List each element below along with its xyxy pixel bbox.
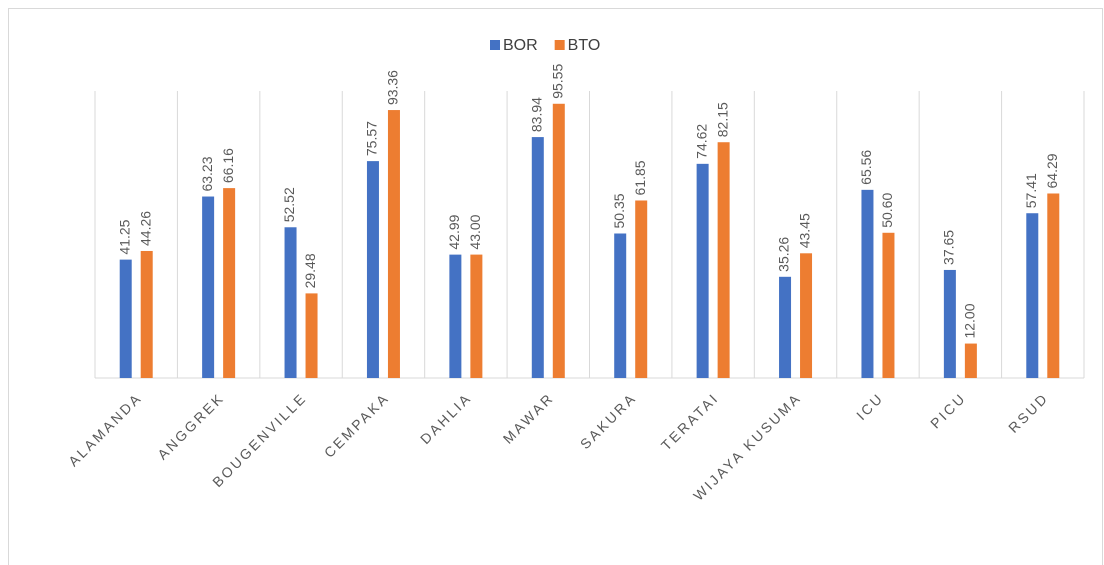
- legend-label: BTO: [568, 37, 601, 54]
- legend-label: BOR: [503, 37, 538, 54]
- bar: [119, 259, 132, 378]
- bar: [717, 142, 730, 378]
- data-label: 43.45: [797, 213, 813, 248]
- data-label: 12.00: [962, 303, 978, 338]
- data-label: 52.52: [281, 187, 297, 222]
- bar: [964, 343, 977, 378]
- bar: [552, 103, 565, 379]
- bar: [387, 110, 400, 379]
- bar: [284, 227, 297, 378]
- bar: [140, 250, 153, 378]
- data-label: 29.48: [302, 253, 318, 288]
- data-label: 63.23: [199, 156, 215, 191]
- data-label: 82.15: [714, 102, 730, 137]
- data-label: 75.57: [364, 121, 380, 156]
- bar: [861, 189, 874, 378]
- legend-swatch: [554, 40, 565, 50]
- bar: [449, 254, 462, 378]
- data-label: 42.99: [446, 214, 462, 249]
- bar: [366, 161, 379, 378]
- data-label: 37.65: [941, 230, 957, 265]
- bar: [635, 200, 648, 378]
- bar: [470, 254, 483, 378]
- data-label: 43.00: [467, 214, 483, 249]
- data-label: 64.29: [1044, 153, 1060, 188]
- data-label: 35.26: [776, 237, 792, 272]
- data-label: 50.35: [611, 193, 627, 228]
- data-label: 95.55: [549, 64, 565, 99]
- data-label: 61.85: [632, 160, 648, 195]
- bar: [223, 188, 236, 378]
- data-label: 65.56: [858, 150, 874, 185]
- bar: [1026, 213, 1039, 378]
- data-label: 50.60: [879, 193, 895, 228]
- data-label: 74.62: [693, 124, 709, 159]
- bar: [882, 232, 895, 378]
- data-label: 57.41: [1023, 173, 1039, 208]
- bar: [696, 163, 709, 378]
- bar: [779, 276, 792, 378]
- bar: [531, 137, 544, 378]
- bar: [800, 253, 813, 378]
- data-label: 44.26: [137, 211, 153, 246]
- bar: [202, 196, 215, 378]
- bar: [305, 293, 318, 378]
- data-label: 93.36: [385, 70, 401, 105]
- bar: [1047, 193, 1060, 378]
- bar: [943, 269, 956, 378]
- bar: [614, 233, 627, 378]
- data-label: 83.94: [528, 97, 544, 132]
- legend-swatch: [490, 40, 500, 50]
- data-label: 66.16: [220, 148, 236, 183]
- data-label: 41.25: [116, 219, 132, 254]
